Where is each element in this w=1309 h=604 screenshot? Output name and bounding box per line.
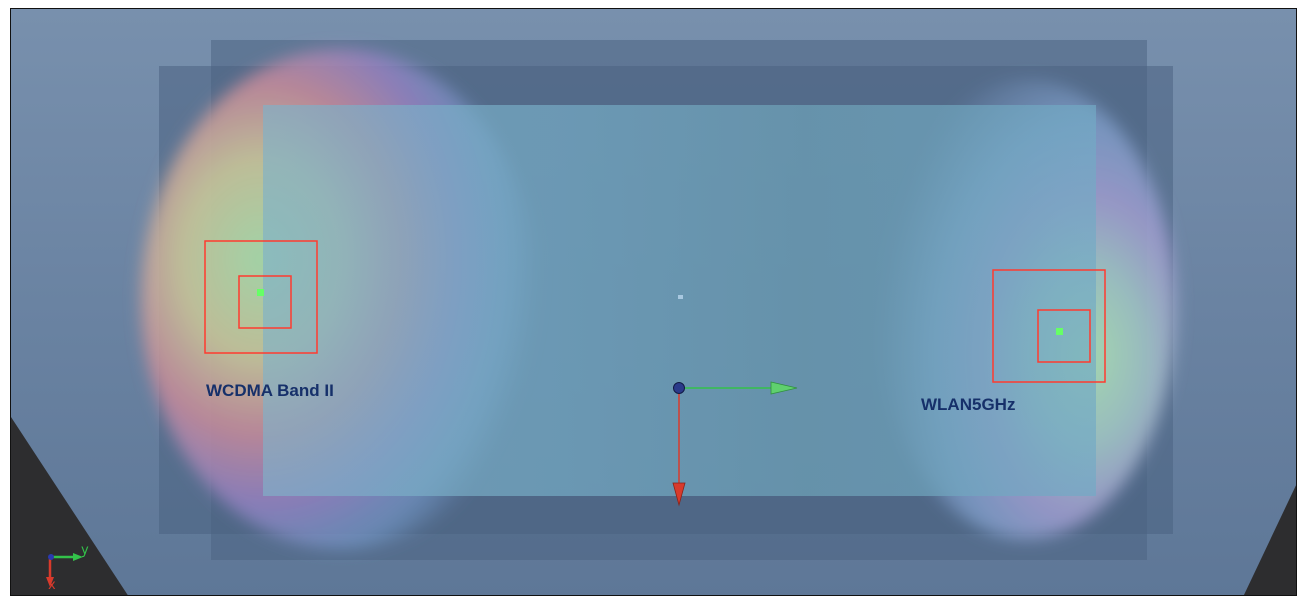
triad-x-label: x (48, 578, 56, 593)
peak-marker-wlan[interactable] (1056, 328, 1063, 335)
orientation-triad (46, 553, 83, 587)
origin-sphere (673, 382, 685, 394)
phantom-shell-right (1243, 485, 1296, 595)
hotspot-label-wlan: WLAN5GHz (921, 395, 1016, 414)
phantom-shell-left (11, 417, 128, 595)
area-scan-box-wlan[interactable] (992, 269, 1106, 383)
triad-y-label: y (81, 543, 89, 558)
sar-scene (11, 9, 1296, 595)
zoom-scan-box-wcdma[interactable] (238, 275, 292, 329)
hotspot-label-wcdma: WCDMA Band II (206, 381, 334, 400)
axis-x-arrowhead (672, 482, 686, 507)
3d-viewport[interactable]: WCDMA Band II WLAN5GHz y x (10, 8, 1297, 596)
area-scan-box-wcdma[interactable] (204, 240, 318, 354)
axis-y-arrowhead (770, 381, 798, 395)
zoom-scan-box-wlan[interactable] (1037, 309, 1091, 363)
origin-axes[interactable] (672, 381, 798, 507)
center-point (678, 295, 683, 299)
peak-marker-wcdma[interactable] (257, 289, 264, 296)
